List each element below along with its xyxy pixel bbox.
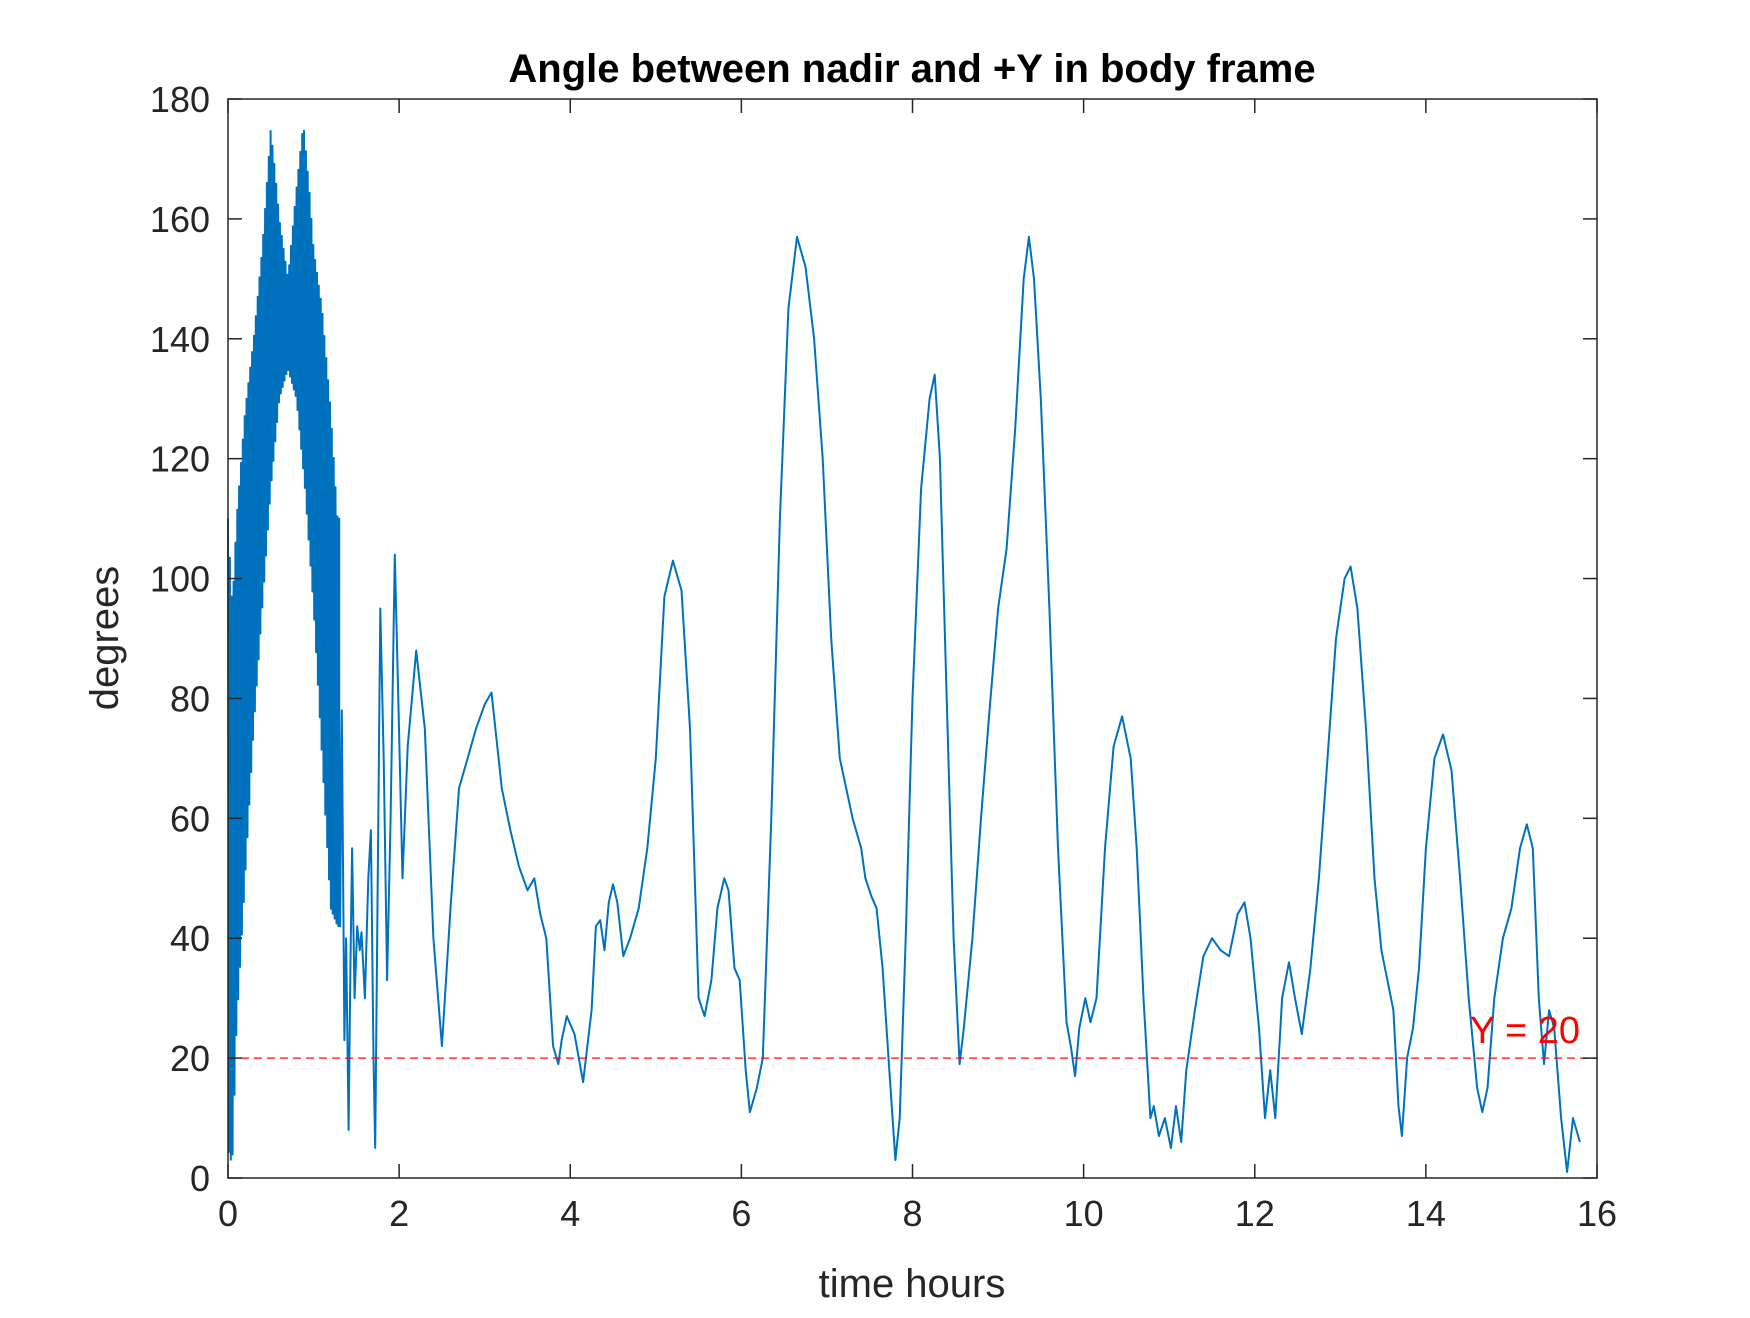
x-tick-label: 14 [1406, 1193, 1446, 1234]
reference-line-label: Y = 20 [1470, 1010, 1580, 1052]
data-layer [227, 129, 1581, 1173]
y-tick-label: 40 [170, 918, 210, 959]
plot-area-background [228, 99, 1597, 1178]
y-ticks: 0 20 40 60 80 100 120 140 160 180 [150, 79, 1597, 1199]
y-tick-label: 160 [150, 199, 210, 240]
x-axis-label: time hours [819, 1262, 1006, 1306]
y-tick-label: 140 [150, 319, 210, 360]
y-tick-label: 60 [170, 798, 210, 839]
y-tick-label: 180 [150, 79, 210, 120]
data-series-line [227, 129, 1581, 1173]
x-tick-label: 10 [1064, 1193, 1104, 1234]
x-tick-label: 4 [560, 1193, 580, 1234]
y-tick-label: 120 [150, 439, 210, 480]
x-tick-label: 16 [1577, 1193, 1617, 1234]
y-tick-label: 20 [170, 1038, 210, 1079]
y-axis-label: degrees [83, 566, 127, 711]
x-tick-label: 8 [902, 1193, 922, 1234]
chart-title: Angle between nadir and +Y in body frame [508, 47, 1315, 91]
y-tick-label: 0 [190, 1158, 210, 1199]
y-tick-label: 100 [150, 559, 210, 600]
x-tick-label: 0 [218, 1193, 238, 1234]
x-tick-label: 2 [389, 1193, 409, 1234]
x-tick-label: 12 [1235, 1193, 1275, 1234]
reference-line-layer: Y = 20 [228, 1010, 1597, 1059]
y-tick-label: 80 [170, 678, 210, 719]
x-tick-label: 6 [731, 1193, 751, 1234]
x-ticks: 0 2 4 6 8 10 12 14 16 [218, 99, 1617, 1234]
